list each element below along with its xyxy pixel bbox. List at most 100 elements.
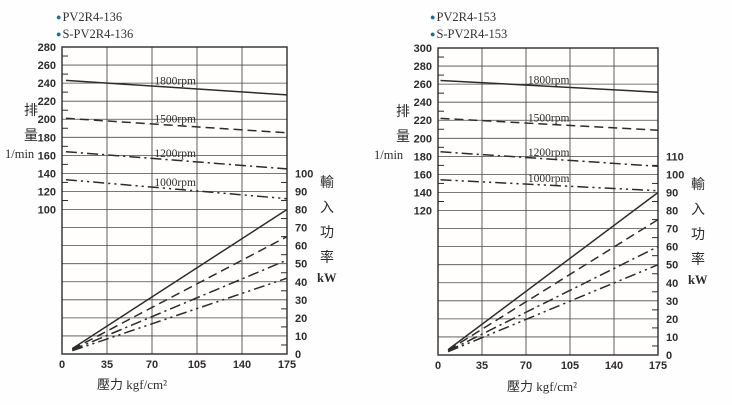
legend: ●PV2R4-136 ●S-PV2R4-136 [56, 9, 133, 43]
pump-model-label: S-PV2R4-136 [62, 27, 134, 41]
axis-tick-labels: 2802602402202001801601401201001009080706… [38, 42, 314, 371]
flow-tick-label: 280 [38, 42, 56, 54]
power-tick-label: 40 [295, 277, 307, 289]
flow-tick-label: 180 [414, 151, 432, 163]
power-axis-unit: kW [317, 271, 337, 285]
power-curve-1200rpm [447, 245, 659, 352]
flow-tick-label: 240 [38, 78, 56, 90]
power-tick-label: 90 [295, 186, 307, 198]
power-axis-title-char: 率 [320, 251, 334, 266]
flow-curve-1800rpm [440, 79, 659, 93]
pump-model-label: PV2R4-153 [436, 10, 497, 24]
power-tick-label: 100 [295, 168, 313, 180]
flow-tick-label: 140 [414, 187, 432, 199]
rpm-curve-label: 1200rpm [528, 147, 570, 159]
pressure-tick-label: 70 [520, 360, 532, 372]
power-axis-title-char: 率 [691, 253, 705, 268]
power-tick-label: 60 [295, 241, 307, 253]
power-curve-1200rpm [72, 259, 288, 351]
power-curve-1000rpm [72, 277, 288, 352]
flow-tick-label: 100 [38, 205, 56, 217]
power-axis-title-char: 輸 [691, 178, 705, 193]
flow-axis-title-char: 量 [396, 130, 410, 145]
flow-tick-label: 120 [38, 186, 56, 198]
power-tick-label: 70 [295, 223, 307, 235]
minor-ticks [438, 56, 658, 347]
pressure-tick-label: 105 [561, 360, 579, 372]
pressure-tick-label: 70 [146, 359, 158, 371]
power-tick-label: 100 [666, 169, 684, 181]
pump-model-label: PV2R4-136 [62, 10, 123, 24]
flow-tick-label: 220 [414, 115, 432, 127]
plot-area [62, 47, 287, 354]
gridlines [438, 48, 658, 355]
series-bullet-icon: ● [56, 29, 62, 39]
power-tick-label: 80 [295, 205, 307, 217]
power-tick-label: 20 [295, 313, 307, 325]
flow-tick-label: 260 [414, 79, 432, 91]
chart-pv2r4-153: ●PV2R4-153 ●S-PV2R4-153 排 量 1/min 輸 入 功 … [366, 0, 732, 405]
power-tick-label: 20 [666, 314, 678, 326]
power-tick-label: 0 [666, 350, 672, 362]
power-axis-unit: kW [688, 273, 708, 287]
power-tick-label: 80 [666, 206, 678, 218]
gridlines [62, 47, 287, 354]
legend-line: ●PV2R4-136 [56, 9, 133, 26]
legend-line: ●PV2R4-153 [430, 9, 507, 26]
power-tick-label: 40 [666, 278, 678, 290]
power-axis-title-char: 輸 [320, 176, 334, 191]
power-axis-title-char: 功 [691, 228, 705, 243]
chart-pv2r4-136: ●PV2R4-136 ●S-PV2R4-136 排 量 1/min 輸 入 功 … [5, 9, 337, 392]
pressure-tick-label: 140 [605, 360, 623, 372]
flow-tick-label: 260 [38, 60, 56, 72]
power-tick-label: 50 [666, 260, 678, 272]
rpm-curve-label: 1200rpm [154, 148, 196, 160]
power-tick-label: 10 [295, 331, 307, 343]
power-axis-title-char: 功 [320, 226, 334, 241]
power-curve-1500rpm [71, 235, 288, 350]
flow-tick-label: 280 [414, 61, 432, 73]
rpm-curve-label: 1000rpm [154, 177, 196, 189]
rpm-curve-label: 1500rpm [154, 113, 196, 125]
flow-tick-label: 180 [38, 132, 56, 144]
flow-tick-label: 220 [38, 96, 56, 108]
power-tick-label: 0 [295, 349, 301, 361]
flow-curve-1000rpm [65, 178, 288, 200]
flow-tick-label: 200 [414, 133, 432, 145]
flow-curve-1500rpm [440, 117, 659, 131]
flow-tick-label: 160 [38, 150, 56, 162]
flow-power-plot: 2802602402202001801601401201001009080706… [38, 42, 314, 371]
power-tick-label: 30 [295, 295, 307, 307]
curves [65, 79, 288, 352]
flow-axis-unit: 1/min [5, 147, 35, 161]
power-curve-1800rpm [447, 191, 659, 351]
series-bullet-icon: ● [430, 29, 436, 39]
rpm-curve-label: 1800rpm [528, 74, 570, 86]
flow-curve-1800rpm [65, 79, 288, 96]
pressure-tick-label: 0 [59, 359, 65, 371]
flow-tick-label: 140 [38, 168, 56, 180]
pump-model-label: S-PV2R4-153 [436, 27, 508, 41]
pressure-tick-label: 175 [278, 359, 296, 371]
flow-curve-1500rpm [65, 117, 288, 134]
pressure-axis-title: 壓力 kgf/cm² [507, 379, 577, 394]
power-curve-1000rpm [447, 264, 659, 353]
power-tick-label: 30 [666, 296, 678, 308]
pressure-tick-label: 105 [188, 359, 206, 371]
series-bullet-icon: ● [430, 12, 436, 22]
power-tick-label: 70 [666, 224, 678, 236]
pressure-tick-label: 175 [649, 360, 667, 372]
flow-tick-label: 300 [414, 43, 432, 55]
pressure-tick-label: 0 [435, 360, 441, 372]
axis-tick-labels: 3002802602402202001801601401201101009080… [414, 43, 685, 372]
power-axis-title-char: 入 [691, 203, 705, 218]
power-curve-1800rpm [71, 208, 288, 350]
pressure-tick-label: 35 [476, 360, 488, 372]
rpm-curve-label: 1800rpm [154, 76, 196, 88]
curves [440, 79, 659, 353]
power-tick-label: 10 [666, 332, 678, 344]
power-tick-label: 90 [666, 187, 678, 199]
pressure-tick-label: 35 [101, 359, 113, 371]
minor-ticks [62, 55, 287, 346]
